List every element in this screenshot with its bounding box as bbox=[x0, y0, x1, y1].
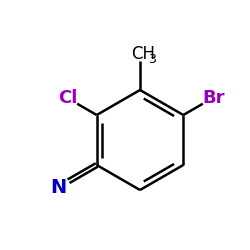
Text: Br: Br bbox=[202, 89, 225, 107]
Text: Cl: Cl bbox=[58, 89, 77, 107]
Text: 3: 3 bbox=[148, 53, 156, 66]
Text: CH: CH bbox=[131, 45, 155, 63]
Text: N: N bbox=[50, 178, 66, 197]
